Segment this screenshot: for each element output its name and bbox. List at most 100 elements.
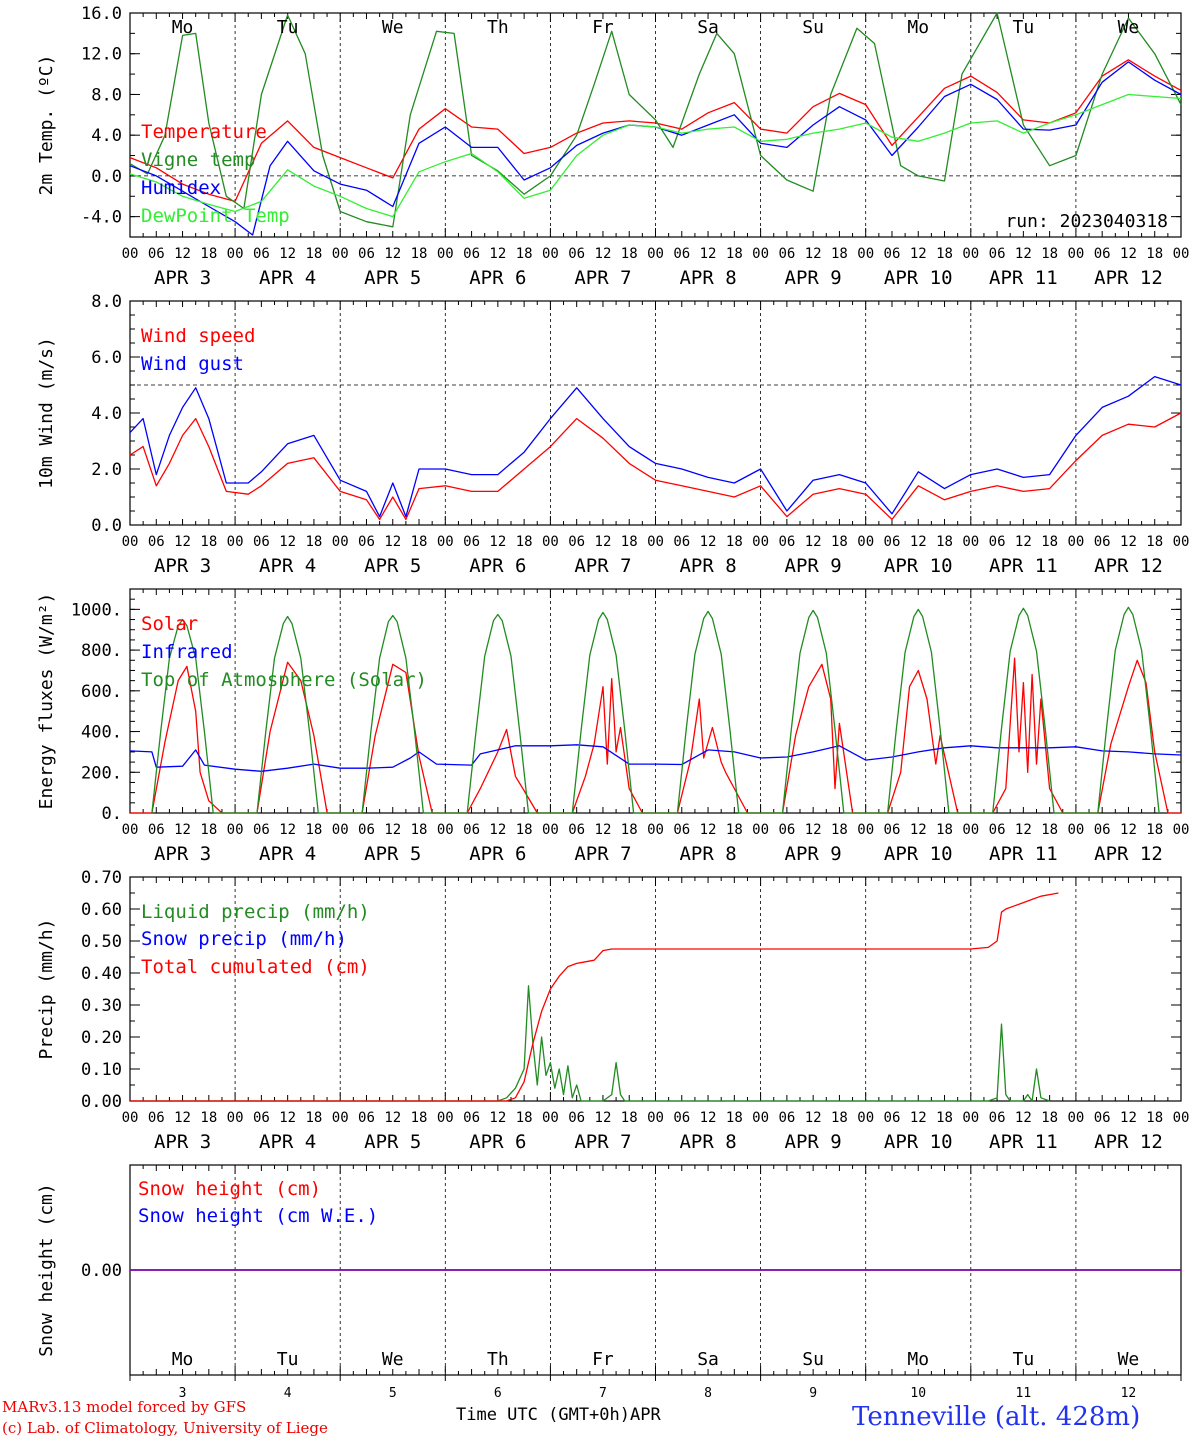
day-number-label: 4 — [284, 1386, 292, 1401]
date-label: APR 11 — [989, 555, 1058, 577]
day-number-label: 3 — [179, 1386, 187, 1401]
weekday-label: Tu — [277, 1349, 299, 1370]
legend-entry: Humidex — [141, 177, 221, 199]
hour-label: 00 — [752, 1110, 769, 1126]
hour-label: 18 — [411, 822, 428, 838]
hour-label: 06 — [568, 246, 585, 262]
date-label: APR 11 — [989, 843, 1058, 865]
legend-entry: Top of Atmosphere (Solar) — [141, 669, 427, 691]
legend-entry: Total cumulated (cm) — [141, 956, 370, 978]
hour-label: 00 — [752, 246, 769, 262]
legend-entry: Snow height (cm) — [138, 1178, 321, 1200]
hour-label: 18 — [516, 534, 533, 550]
hour-label: 00 — [332, 822, 349, 838]
hour-label: 06 — [884, 246, 901, 262]
hour-label: 06 — [1094, 534, 1111, 550]
hour-label: 18 — [1146, 822, 1163, 838]
weekday-label: We — [382, 1349, 404, 1370]
hour-label: 12 — [279, 246, 296, 262]
hour-label: 00 — [857, 1110, 874, 1126]
hour-label: 06 — [989, 246, 1006, 262]
hour-label: 06 — [463, 1110, 480, 1126]
date-label: APR 5 — [364, 1131, 421, 1153]
date-label: APR 3 — [154, 843, 211, 865]
hour-label: 12 — [805, 534, 822, 550]
hour-label: 00 — [122, 822, 139, 838]
hour-label: 00 — [227, 534, 244, 550]
hour-label: 06 — [568, 1110, 585, 1126]
hour-label: 18 — [831, 246, 848, 262]
date-label: APR 3 — [154, 267, 211, 289]
date-label: APR 9 — [785, 843, 842, 865]
hour-label: 12 — [489, 534, 506, 550]
hour-label: 12 — [1015, 822, 1032, 838]
hour-label: 06 — [1094, 246, 1111, 262]
hour-label: 18 — [305, 246, 322, 262]
hour-label: 06 — [253, 822, 270, 838]
date-label: APR 6 — [469, 843, 526, 865]
date-label: APR 12 — [1094, 267, 1163, 289]
weekday-label: Su — [802, 17, 824, 38]
date-label: APR 4 — [259, 555, 316, 577]
date-label: APR 12 — [1094, 1131, 1163, 1153]
hour-label: 12 — [910, 246, 927, 262]
hour-label: 18 — [726, 1110, 743, 1126]
legend-entry: Wind speed — [141, 325, 255, 347]
hour-label: 12 — [805, 1110, 822, 1126]
hour-label: 06 — [884, 822, 901, 838]
hour-label: 06 — [884, 534, 901, 550]
weekday-label: We — [382, 17, 404, 38]
station-location: Tenneville (alt. 428m) — [852, 1402, 1141, 1432]
hour-label: 00 — [332, 534, 349, 550]
hour-label: 06 — [778, 534, 795, 550]
weekday-label: We — [1118, 17, 1140, 38]
hour-label: 00 — [857, 534, 874, 550]
x-axis-month: APR — [630, 1405, 661, 1425]
hour-label: 06 — [148, 534, 165, 550]
series-line — [129, 12, 1182, 228]
weekday-label: Fr — [592, 1349, 614, 1370]
hour-label: 18 — [200, 534, 217, 550]
hour-label: 18 — [726, 534, 743, 550]
hour-label: 00 — [647, 246, 664, 262]
hour-label: 12 — [700, 822, 717, 838]
y-tick-label: 0.30 — [81, 996, 122, 1016]
y-axis-title: 2m Temp. (ºC) — [36, 55, 57, 196]
hour-label: 12 — [174, 534, 191, 550]
series-line — [151, 606, 1160, 814]
footer-credit-line: (c) Lab. of Climatology, University of L… — [2, 1419, 328, 1437]
hour-label: 18 — [621, 822, 638, 838]
hour-label: 00 — [122, 1110, 139, 1126]
hour-label: 00 — [857, 822, 874, 838]
hour-label: 18 — [1041, 1110, 1058, 1126]
hour-label: 12 — [910, 1110, 927, 1126]
hour-label: 00 — [647, 1110, 664, 1126]
hour-label: 12 — [1120, 1110, 1137, 1126]
hour-label: 06 — [989, 1110, 1006, 1126]
weekday-label: Sa — [697, 17, 719, 38]
y-tick-label: 2.0 — [91, 460, 122, 480]
y-tick-label: 12.0 — [81, 45, 122, 65]
hour-label: 00 — [437, 1110, 454, 1126]
y-tick-label: 0.0 — [91, 516, 122, 536]
hour-label: 18 — [305, 534, 322, 550]
day-number-label: 10 — [910, 1386, 926, 1401]
hour-label: 18 — [726, 246, 743, 262]
y-tick-label: 0.40 — [81, 964, 122, 984]
hour-label: 00 — [962, 246, 979, 262]
legend-entry: Infrared — [141, 641, 233, 663]
date-label: APR 9 — [785, 267, 842, 289]
hour-label: 12 — [700, 534, 717, 550]
day-number-label: 5 — [389, 1386, 397, 1401]
y-tick-label: 0.60 — [81, 900, 122, 920]
hour-label: 00 — [857, 246, 874, 262]
hour-label: 12 — [1120, 246, 1137, 262]
y-tick-label: 6.0 — [91, 348, 122, 368]
hour-label: 18 — [831, 534, 848, 550]
legend-entry: Temperature — [141, 121, 267, 143]
series-line — [129, 412, 1182, 521]
date-label: APR 12 — [1094, 843, 1163, 865]
hour-label: 18 — [305, 822, 322, 838]
y-tick-label: 600. — [81, 682, 122, 702]
series-line — [129, 375, 1182, 518]
